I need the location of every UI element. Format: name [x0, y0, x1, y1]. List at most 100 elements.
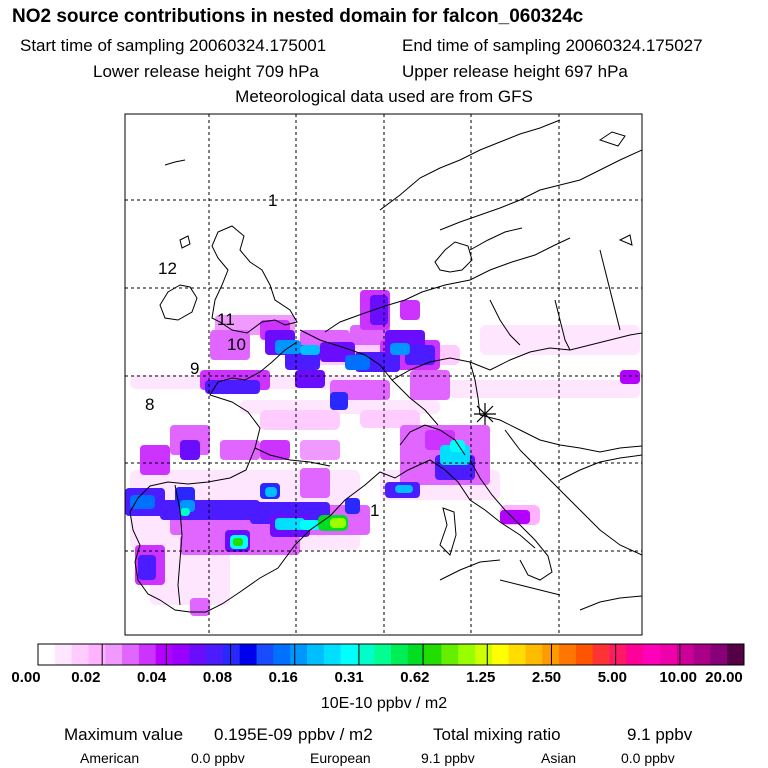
release-site-icon: [474, 403, 496, 425]
contour-label: 10: [227, 335, 246, 354]
colorbar-segment: [239, 644, 257, 665]
concentration-cell: [500, 510, 530, 524]
end-time-label: End time of sampling 20060324.175027: [402, 36, 703, 55]
concentration-cell: [190, 598, 210, 616]
colorbar-tick-label: 1.25: [466, 669, 496, 686]
colorbar-segment: [222, 644, 241, 665]
lower-release-height-label: Lower release height 709 hPa: [93, 62, 319, 81]
concentration-cell: [330, 392, 348, 410]
max-value-unit: ppbv / m2: [298, 725, 373, 744]
colorbar-segment: [172, 644, 190, 665]
region-value-american: 0.0 ppbv: [191, 750, 245, 766]
concentration-cell: [138, 555, 156, 580]
colorbar-segment: [458, 644, 476, 665]
colorbar-segment: [676, 644, 694, 665]
colorbar-segment: [525, 644, 543, 665]
colorbar-segment: [374, 644, 392, 665]
colorbar-frame: [37, 643, 745, 666]
colorbar-segment: [575, 644, 594, 665]
colorbar-segment: [508, 644, 526, 665]
colorbar-segment: [424, 644, 442, 665]
concentration-cell: [390, 343, 410, 355]
colorbar-tick-label: 0.08: [202, 669, 233, 686]
upper-release-height-label: Upper release height 697 hPa: [402, 62, 628, 81]
concentration-cell: [440, 380, 640, 398]
concentration-cell: [250, 502, 330, 524]
concentration-cell: [405, 345, 435, 365]
colorbar-units-label: 10E-10 ppbv / m2: [320, 695, 448, 712]
colorbar-segment: [71, 644, 89, 665]
colorbar-segment: [122, 644, 140, 665]
region-value-european: 9.1 ppbv: [421, 750, 475, 766]
concentration-cell: [450, 440, 465, 452]
colorbar-segment: [138, 644, 157, 665]
contour-label: 12: [158, 259, 177, 278]
concentration-cell: [260, 440, 290, 460]
colorbar-segment: [155, 644, 173, 665]
colorbar-segment: [407, 644, 426, 665]
total-mixing-ratio-label: Total mixing ratio: [433, 725, 561, 744]
colorbar-tick-label: 2.50: [531, 669, 562, 686]
concentration-cell: [205, 380, 260, 394]
region-name-american: American: [80, 750, 140, 766]
colorbar-tick-label: 10.00: [659, 669, 697, 686]
concentration-cell: [410, 370, 450, 400]
colorbar-segment: [391, 644, 409, 665]
colorbar-tick-label: 0.00: [11, 669, 41, 686]
concentration-cell: [260, 410, 340, 430]
colorbar-tick-label: 0.16: [268, 669, 298, 686]
coastlines: [129, 119, 642, 613]
concentration-field: [125, 290, 640, 616]
region-name-european: European: [310, 750, 371, 766]
contour-label: 8: [145, 395, 154, 414]
chart-title: NO2 source contributions in nested domai…: [12, 6, 584, 27]
concentration-cell: [275, 518, 305, 530]
concentration-cell: [130, 495, 155, 509]
colorbar-segment: [273, 644, 291, 665]
colorbar-tick-label: 0.62: [400, 669, 430, 686]
map-frame: [124, 113, 643, 636]
colorbar-segment: [357, 644, 375, 665]
contour-label: 1: [268, 191, 277, 210]
concentration-cell: [140, 445, 170, 475]
colorbar-segment: [323, 644, 341, 665]
grid-lines: [125, 114, 642, 635]
colorbar-segment: [592, 644, 610, 665]
colorbar-segment: [105, 644, 123, 665]
colorbar-segment: [659, 644, 678, 665]
region-value-asian: 0.0 ppbv: [621, 750, 675, 766]
concentration-cell: [330, 518, 346, 528]
colorbar-tick-label: 5.00: [597, 669, 627, 686]
colorbar-segment: [290, 644, 308, 665]
colorbar-segment: [441, 644, 459, 665]
colorbar-tick-label: 0.02: [71, 669, 101, 686]
contour-label: 9: [190, 359, 199, 378]
colorbar-segment: [559, 644, 577, 665]
concentration-cell: [180, 508, 190, 516]
concentration-cell: [620, 370, 640, 384]
met-data-label: Meteorological data used are from GFS: [235, 87, 533, 106]
concentration-cell: [180, 440, 200, 460]
colorbar-segment: [727, 644, 745, 665]
concentration-cell: [300, 345, 320, 355]
concentration-cell: [400, 300, 420, 320]
colorbar-segment: [710, 644, 728, 665]
concentration-cell: [265, 487, 277, 497]
concentration-cell: [295, 370, 325, 388]
contour-label: 11: [217, 310, 235, 329]
colorbar-segment: [542, 644, 560, 665]
colorbar-segment: [491, 644, 510, 665]
concentration-cell: [360, 410, 420, 428]
colorbar-segment: [643, 644, 661, 665]
max-value: 0.195E-09: [214, 725, 293, 744]
concentration-cell: [300, 440, 340, 460]
region-name-asian: Asian: [541, 750, 577, 766]
colorbar-segment: [693, 644, 711, 665]
colorbar-segment: [475, 644, 493, 665]
concentration-cell: [275, 340, 301, 354]
colorbar-segment: [189, 644, 207, 665]
concentration-cell: [345, 498, 360, 514]
concentration-cell: [345, 355, 370, 370]
contour-label: 1: [370, 501, 379, 520]
concentration-cell: [220, 440, 260, 460]
